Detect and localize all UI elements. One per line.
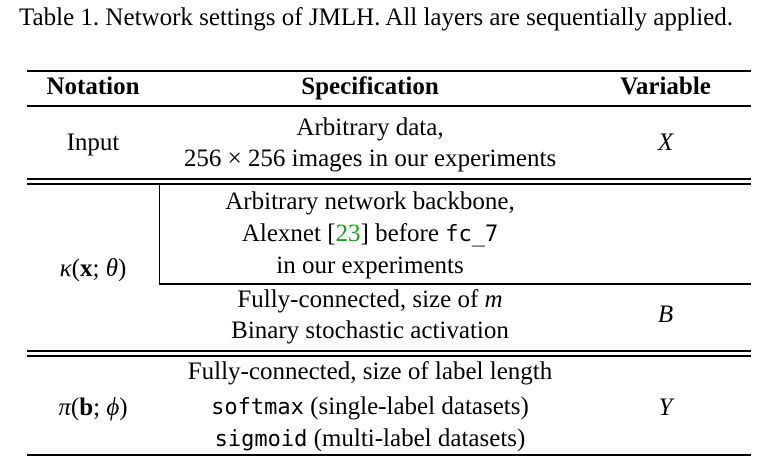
- pi-spec-line1: Fully-connected, size of label length: [187, 358, 553, 385]
- section-rule-1b: [27, 183, 751, 185]
- pi-spec-line2: softmax (single-label datasets): [211, 393, 529, 420]
- input-variable: X: [657, 129, 674, 156]
- pi-notation: π(b; ϕ): [58, 394, 128, 421]
- input-spec-line2: 256 × 256 images in our experiments: [183, 145, 557, 172]
- header-specification: Specification: [301, 73, 439, 100]
- fc-spec-line1: Fully-connected, size of m: [237, 286, 503, 313]
- top-rule: [27, 70, 751, 72]
- column-divider: [159, 184, 161, 283]
- section-rule-1a: [27, 178, 751, 180]
- table-caption: Table 1. Network settings of JMLH. All l…: [19, 4, 734, 31]
- section-rule-2b: [27, 355, 751, 357]
- kappa-spec-line3: in our experiments: [276, 252, 464, 279]
- kappa-notation: κ(x; θ): [59, 255, 127, 282]
- header-notation: Notation: [46, 73, 140, 100]
- input-spec-line1: Arbitrary data,: [296, 114, 444, 141]
- bottom-rule: [27, 454, 751, 456]
- pi-spec-line3: sigmoid (multi-label datasets): [214, 425, 526, 452]
- header-rule: [27, 105, 751, 107]
- kappa-spec-line1: Arbitrary network backbone,: [225, 188, 515, 215]
- input-notation: Input: [66, 129, 120, 156]
- citation-link[interactable]: 23: [335, 220, 361, 247]
- fc-spec-line2: Binary stochastic activation: [231, 317, 509, 344]
- kappa-spec-line2: Alexnet [23] before fc_7: [241, 220, 499, 247]
- section-rule-2a: [27, 350, 751, 352]
- header-variable: Variable: [620, 73, 711, 100]
- inner-rule: [159, 283, 751, 285]
- fc-variable: B: [657, 301, 674, 328]
- pi-variable: Y: [658, 394, 673, 421]
